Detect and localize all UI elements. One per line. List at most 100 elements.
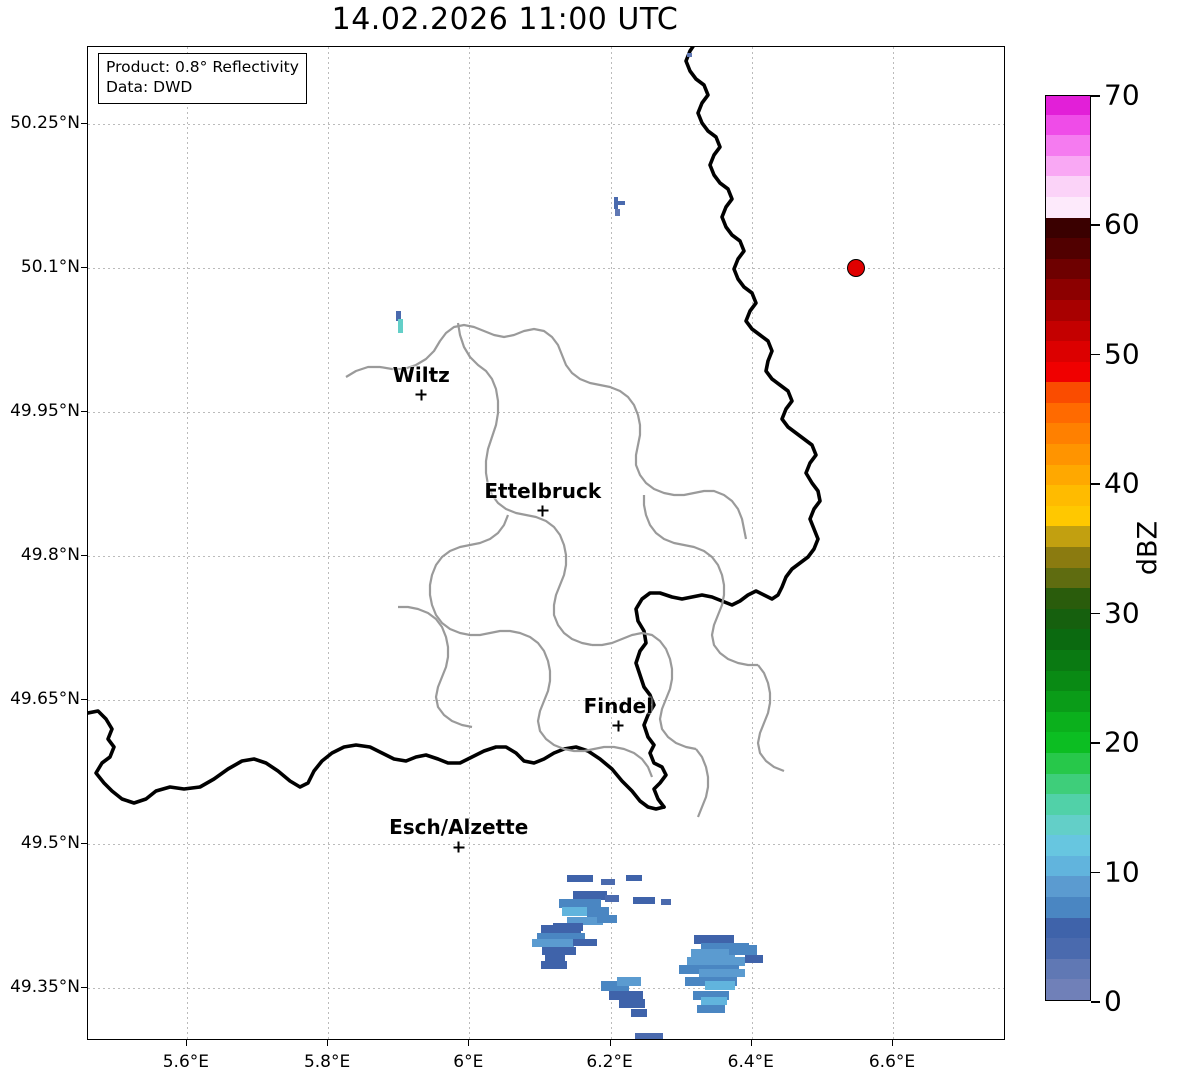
longitude-tick-mark xyxy=(468,1040,470,1046)
colorbar-segment xyxy=(1046,958,1090,980)
colorbar-segment xyxy=(1046,525,1090,547)
latitude-tick-label: 49.5°N xyxy=(20,833,80,854)
radar-echo-cell xyxy=(532,939,574,947)
colorbar-segment xyxy=(1046,278,1090,300)
latitude-tick-label: 49.95°N xyxy=(10,400,80,421)
colorbar-segment xyxy=(1046,546,1090,568)
colorbar-tick-label: 30 xyxy=(1104,596,1140,630)
latitude-tick-mark xyxy=(81,266,87,268)
radar-echo-cell xyxy=(617,977,641,986)
colorbar-segment xyxy=(1046,567,1090,589)
map-vector-layer xyxy=(88,47,822,818)
info-data-line: Data: DWD xyxy=(106,77,193,96)
longitude-tick-mark xyxy=(750,1040,752,1046)
colorbar-segment xyxy=(1046,628,1090,650)
colorbar-tick-label: 20 xyxy=(1104,725,1140,759)
colorbar-segment xyxy=(1046,237,1090,259)
radar-echo-cell xyxy=(701,943,749,951)
colorbar-segment xyxy=(1046,855,1090,877)
colorbar-segment xyxy=(1046,216,1090,239)
longitude-tick-mark xyxy=(609,1040,611,1046)
latitude-tick-mark xyxy=(81,843,87,845)
gridline-horizontal xyxy=(88,988,1004,990)
colorbar[interactable] xyxy=(1045,95,1091,1001)
gridline-horizontal xyxy=(88,556,1004,557)
district-border-7 xyxy=(756,664,785,773)
district-border-4 xyxy=(428,514,654,778)
radar-echo-cell xyxy=(745,955,763,963)
radar-echo-cell xyxy=(601,879,615,885)
gridline-vertical xyxy=(751,47,753,1039)
colorbar-segment xyxy=(1046,443,1090,465)
radar-echo-cell xyxy=(661,899,671,905)
colorbar-tick-mark xyxy=(1091,1001,1100,1003)
gridline-horizontal xyxy=(88,700,1004,702)
radar-echo-cell xyxy=(396,311,401,321)
colorbar-segment xyxy=(1046,711,1090,733)
district-border-2 xyxy=(456,322,593,647)
radar-echo-cell xyxy=(398,319,403,333)
radar-echo-cell xyxy=(601,981,629,991)
colorbar-segment xyxy=(1046,772,1090,795)
colorbar-segment xyxy=(1046,649,1090,671)
page-title: 14.02.2026 11:00 UTC xyxy=(331,2,679,37)
colorbar-segment xyxy=(1046,690,1090,712)
colorbar-segment xyxy=(1046,814,1090,836)
radar-echo-cell xyxy=(633,897,655,904)
colorbar-tick-mark xyxy=(1091,483,1100,485)
longitude-tick-label: 6.6°E xyxy=(868,1052,916,1072)
colorbar-tick-mark xyxy=(1091,612,1100,615)
colorbar-segment xyxy=(1046,155,1090,177)
radar-echo-cell xyxy=(626,875,642,881)
colorbar-segment xyxy=(1046,484,1090,506)
colorbar-segment xyxy=(1046,196,1090,218)
longitude-tick-label: 6.2°E xyxy=(586,1052,633,1072)
radar-echo-cell xyxy=(729,945,757,955)
colorbar-title: dBZ xyxy=(1132,520,1164,576)
longitude-tick-mark xyxy=(185,1040,187,1046)
radar-echo-cell xyxy=(635,1033,663,1039)
gridline-horizontal xyxy=(88,411,1004,413)
radar-echo-cell xyxy=(605,895,619,902)
radar-echo-cell xyxy=(631,1009,647,1017)
latitude-tick-label: 50.25°N xyxy=(10,112,80,133)
radar-echo-cell xyxy=(562,907,592,916)
colorbar-segment xyxy=(1046,340,1090,362)
gridline-vertical xyxy=(328,47,330,1039)
radar-echo-cell xyxy=(559,899,601,908)
colorbar-segment xyxy=(1046,505,1090,527)
radar-station-marker[interactable] xyxy=(847,258,866,277)
radar-echo-cell xyxy=(609,991,643,1000)
luxembourg-country-border xyxy=(634,47,822,809)
radar-echo-cell xyxy=(537,933,585,941)
radar-echo-cell xyxy=(701,997,727,1005)
radar-echo-cell xyxy=(705,981,735,990)
colorbar-segment xyxy=(1046,96,1090,115)
map-plot-area[interactable]: Product: 0.8° Reflectivity Data: DWD Wil… xyxy=(87,46,1005,1040)
colorbar-segment xyxy=(1046,134,1090,156)
radar-echo-cell xyxy=(687,957,745,966)
latitude-tick-mark xyxy=(81,555,87,556)
colorbar-tick-label: 10 xyxy=(1104,855,1140,889)
district-border-6 xyxy=(695,748,710,818)
radar-echo-cell xyxy=(541,925,581,933)
info-product-line: Product: 0.8° Reflectivity xyxy=(106,58,299,76)
latitude-tick-label: 50.1°N xyxy=(20,256,80,277)
radar-echo-cell xyxy=(567,917,603,925)
radar-echo-cell xyxy=(541,961,567,969)
radar-echo-cell xyxy=(614,197,618,209)
radar-echo-cell xyxy=(618,201,625,205)
colorbar-segment xyxy=(1046,917,1090,939)
colorbar-segment xyxy=(1046,669,1090,692)
radar-echo-cell xyxy=(587,907,609,917)
colorbar-segment xyxy=(1046,319,1090,342)
gridline-horizontal xyxy=(88,267,1004,269)
radar-echo-layer xyxy=(88,47,1004,1039)
city-marker-findel xyxy=(612,720,624,732)
gridline-vertical xyxy=(610,47,612,1039)
radar-echo-cell xyxy=(693,991,729,1000)
colorbar-tick-mark xyxy=(1091,742,1100,744)
city-label-esch-alzette: Esch/Alzette xyxy=(389,815,529,839)
latitude-tick-mark xyxy=(81,987,87,989)
colorbar-segment xyxy=(1046,381,1090,403)
